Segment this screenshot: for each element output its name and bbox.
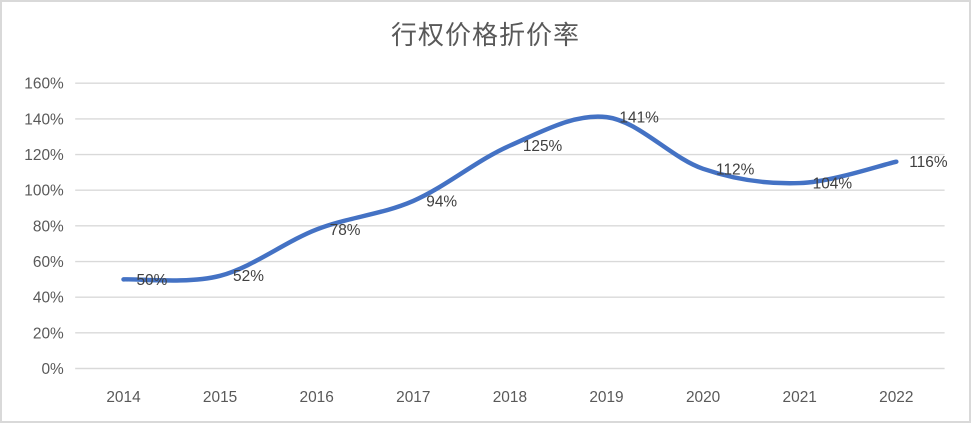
series-line [121,114,899,283]
x-axis-tick-label: 2014 [106,389,141,406]
y-axis-tick-label: 80% [33,218,64,235]
y-axis-tick-label: 40% [33,290,64,307]
data-label: 104% [813,176,853,193]
y-axis-tick-label: 100% [24,183,64,200]
data-label: 94% [426,193,457,210]
data-label: 78% [330,222,361,239]
x-axis-tick-label: 2016 [300,389,334,406]
data-label: 52% [233,268,264,285]
data-label: 50% [136,272,167,289]
x-axis-tick-label: 2018 [493,389,527,406]
y-axis-tick-label: 120% [24,147,64,164]
x-axis-tick-label: 2020 [686,389,720,406]
x-axis-tick-label: 2022 [879,389,913,406]
y-axis-tick-label: 20% [33,325,64,342]
x-axis-tick-label: 2019 [589,389,623,406]
data-label: 112% [716,161,755,178]
data-label: 116% [909,154,948,171]
y-axis-tick-label: 60% [33,254,64,271]
data-label: 125% [523,138,563,155]
y-axis-tick-label: 160% [24,76,64,93]
y-axis-tick-label: 140% [24,111,64,128]
data-label: 141% [619,110,659,127]
x-axis-tick-label: 2015 [203,389,237,406]
x-axis-tick-label: 2017 [396,389,430,406]
y-axis-tick-label: 0% [41,361,64,378]
x-axis-tick-label: 2021 [783,389,817,406]
